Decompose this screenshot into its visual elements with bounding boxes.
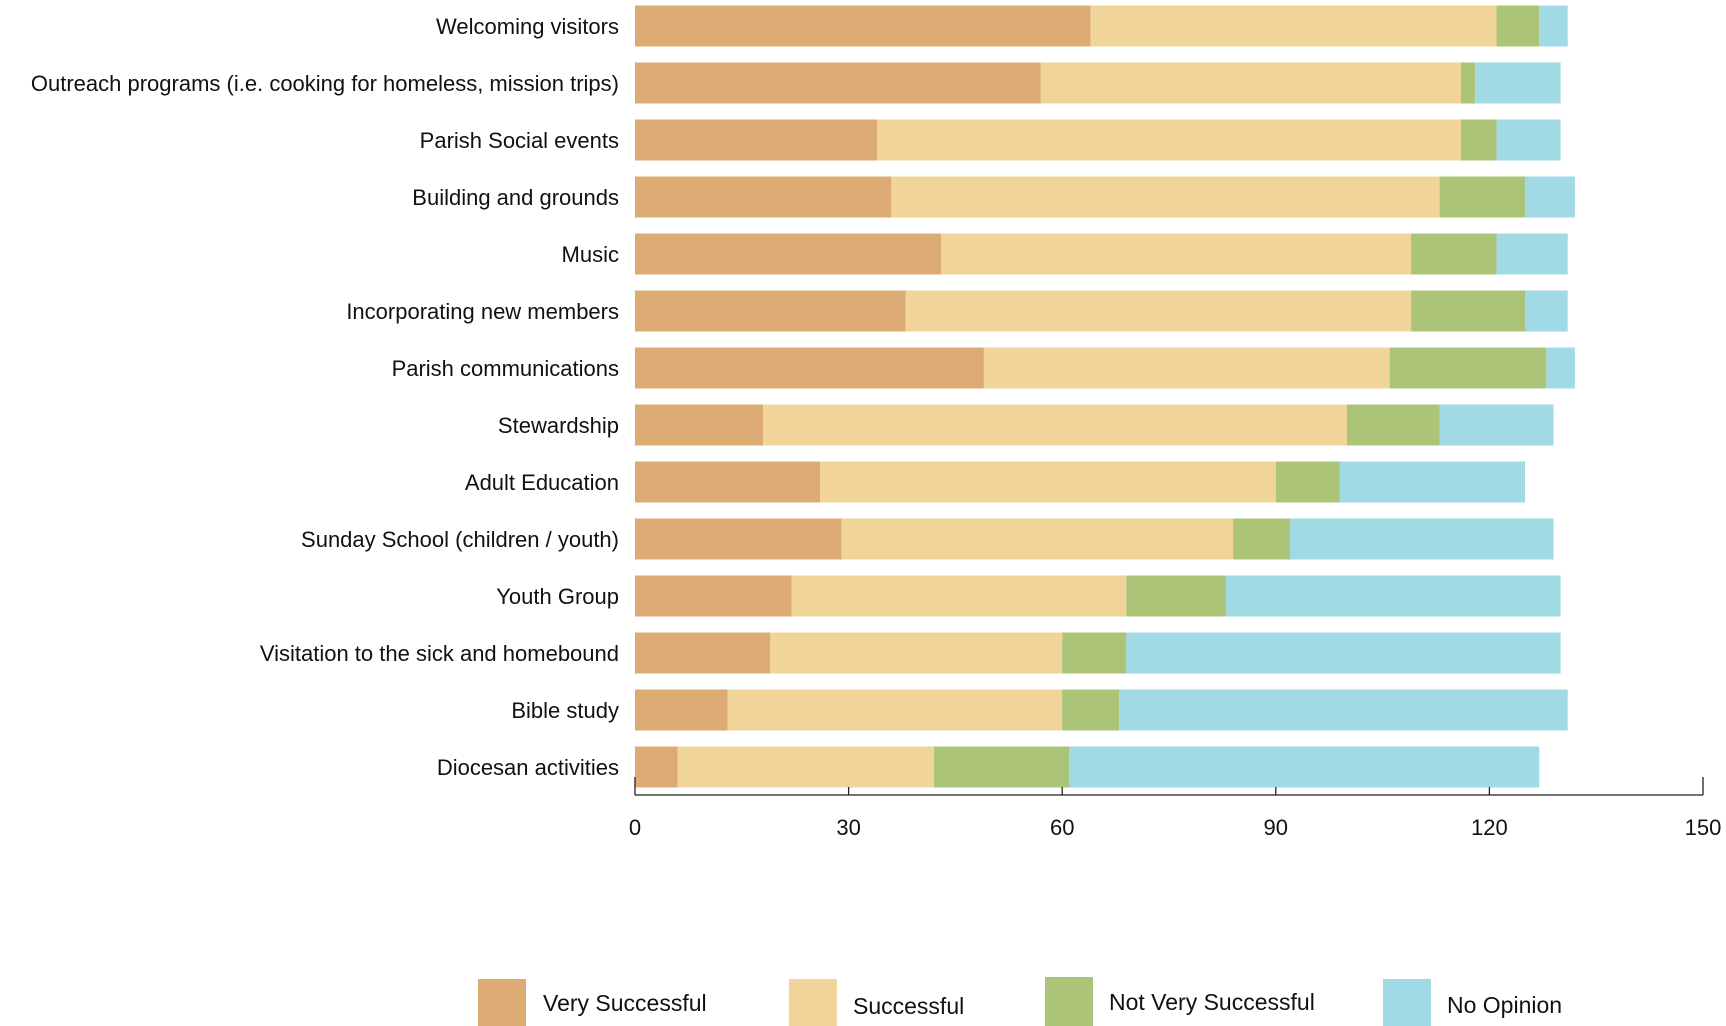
bar-welcoming-visitors-not-very-successful (1496, 5, 1540, 47)
bar-visitation-to-the-sick-and-homebound-not-very-successful (1062, 632, 1127, 674)
x-tick-label: 120 (1471, 815, 1508, 840)
x-tick-label: 90 (1264, 815, 1288, 840)
category-label: Stewardship (498, 413, 619, 438)
bar-music-not-very-successful (1411, 233, 1497, 275)
legend-swatch (1045, 977, 1093, 1026)
bar-welcoming-visitors-successful (1090, 5, 1497, 47)
legend-swatch (1383, 979, 1431, 1026)
bars-layer (635, 5, 1575, 788)
legend-item-no-opinion: No Opinion (1383, 979, 1562, 1026)
legend-item-very-successful: Very Successful (478, 979, 707, 1026)
bar-bible-study-not-very-successful (1062, 689, 1120, 731)
bar-incorporating-new-members-not-very-successful (1411, 290, 1525, 332)
x-tick-label: 0 (629, 815, 641, 840)
category-label: Sunday School (children / youth) (301, 527, 619, 552)
bar-bible-study-successful (727, 689, 1063, 731)
bar-sunday-school-children-youth-very-successful (635, 518, 842, 560)
bar-music-successful (941, 233, 1412, 275)
bar-building-and-grounds-not-very-successful (1439, 176, 1525, 218)
legend-swatch (478, 979, 526, 1026)
category-label: Building and grounds (412, 185, 619, 210)
x-tick-label: 150 (1685, 815, 1722, 840)
bar-diocesan-activities-not-very-successful (934, 746, 1070, 788)
bar-adult-education-not-very-successful (1275, 461, 1340, 503)
bar-stewardship-successful (763, 404, 1347, 446)
bar-welcoming-visitors-no-opinion (1539, 5, 1568, 47)
category-label: Adult Education (465, 470, 619, 495)
legend-item-successful: Successful (789, 979, 964, 1026)
bar-youth-group-no-opinion (1225, 575, 1561, 617)
bar-outreach-programs-i-e-cooking-for-homeless-mission-trips-not-very-successful (1460, 62, 1476, 104)
legend-label: Successful (853, 993, 964, 1019)
bar-visitation-to-the-sick-and-homebound-very-successful (635, 632, 771, 674)
x-axis: 0 30 60 90 120 150 (629, 777, 1721, 840)
category-label: Bible study (511, 698, 619, 723)
bar-music-very-successful (635, 233, 942, 275)
category-label: Welcoming visitors (436, 14, 619, 39)
bar-diocesan-activities-successful (677, 746, 935, 788)
legend-label: Very Successful (543, 990, 707, 1016)
bar-sunday-school-children-youth-no-opinion (1290, 518, 1554, 560)
category-label: Visitation to the sick and homebound (260, 641, 619, 666)
bar-youth-group-successful (791, 575, 1127, 617)
bar-adult-education-no-opinion (1339, 461, 1525, 503)
bar-diocesan-activities-very-successful (635, 746, 678, 788)
bar-diocesan-activities-no-opinion (1069, 746, 1540, 788)
bar-adult-education-very-successful (635, 461, 821, 503)
category-label: Parish communications (392, 356, 619, 381)
bar-stewardship-very-successful (635, 404, 764, 446)
bar-stewardship-not-very-successful (1347, 404, 1440, 446)
legend-item-not-very-successful: Not Very Successful (1045, 977, 1315, 1026)
bar-building-and-grounds-successful (891, 176, 1440, 218)
bar-parish-social-events-not-very-successful (1460, 119, 1497, 161)
bar-welcoming-visitors-very-successful (635, 5, 1091, 47)
bar-incorporating-new-members-successful (905, 290, 1412, 332)
bar-incorporating-new-members-very-successful (635, 290, 906, 332)
bar-parish-social-events-no-opinion (1496, 119, 1561, 161)
x-tick-label: 60 (1050, 815, 1074, 840)
bar-bible-study-no-opinion (1119, 689, 1568, 731)
bar-youth-group-very-successful (635, 575, 792, 617)
bar-outreach-programs-i-e-cooking-for-homeless-mission-trips-no-opinion (1475, 62, 1561, 104)
x-tick-label: 30 (836, 815, 860, 840)
bar-youth-group-not-very-successful (1126, 575, 1226, 617)
category-label: Parish Social events (420, 128, 619, 153)
bar-visitation-to-the-sick-and-homebound-successful (770, 632, 1063, 674)
bar-parish-communications-very-successful (635, 347, 984, 389)
category-labels: Welcoming visitors Outreach programs (i.e… (31, 14, 619, 780)
bar-parish-communications-not-very-successful (1389, 347, 1547, 389)
bar-visitation-to-the-sick-and-homebound-no-opinion (1126, 632, 1561, 674)
bar-outreach-programs-i-e-cooking-for-homeless-mission-trips-very-successful (635, 62, 1041, 104)
bar-adult-education-successful (820, 461, 1276, 503)
bar-building-and-grounds-no-opinion (1525, 176, 1575, 218)
category-label: Outreach programs (i.e. cooking for home… (31, 71, 619, 96)
bar-parish-communications-successful (983, 347, 1390, 389)
bar-music-no-opinion (1496, 233, 1568, 275)
category-label: Youth Group (496, 584, 619, 609)
legend-label: No Opinion (1447, 992, 1562, 1018)
category-label: Incorporating new members (346, 299, 619, 324)
legend-swatch (789, 979, 837, 1026)
bar-sunday-school-children-youth-successful (841, 518, 1234, 560)
bar-stewardship-no-opinion (1439, 404, 1554, 446)
bar-outreach-programs-i-e-cooking-for-homeless-mission-trips-successful (1040, 62, 1461, 104)
category-label: Music (562, 242, 619, 267)
category-label: Diocesan activities (437, 755, 619, 780)
bar-incorporating-new-members-no-opinion (1525, 290, 1568, 332)
bar-building-and-grounds-very-successful (635, 176, 892, 218)
bar-parish-communications-no-opinion (1546, 347, 1575, 389)
bar-sunday-school-children-youth-not-very-successful (1233, 518, 1291, 560)
legend: Very Successful Successful Not Very Succes… (478, 977, 1562, 1026)
bar-bible-study-very-successful (635, 689, 728, 731)
bar-parish-social-events-successful (877, 119, 1461, 161)
legend-label: Not Very Successful (1109, 989, 1315, 1015)
bar-parish-social-events-very-successful (635, 119, 878, 161)
